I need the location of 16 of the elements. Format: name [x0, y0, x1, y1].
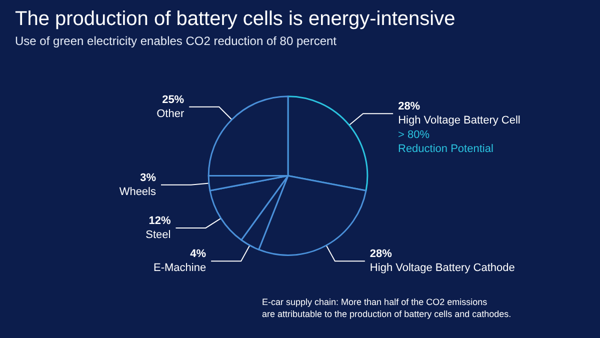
- slice-label: Wheels: [119, 186, 156, 198]
- data-label: 25%: [162, 94, 184, 106]
- data-label: 12%: [148, 214, 171, 227]
- chart-title: The production of battery cells is energy-intensive: [15, 8, 456, 30]
- data-label: 3%: [140, 172, 156, 184]
- chart-subtitle: Use of green electricity enables CO2 reduction of 80 percent: [15, 34, 338, 48]
- data-label: 28%: [398, 100, 420, 113]
- data-label: 28%: [370, 248, 392, 260]
- text: > 80% Reduction Potential: [398, 129, 494, 155]
- slice-label: Steel: [146, 228, 171, 241]
- data-label: 4%: [190, 248, 206, 260]
- slice-label: High Voltage Battery Cathode: [370, 262, 515, 274]
- slice-label: E-Machine: [153, 262, 206, 274]
- slice-label: Other: [156, 108, 184, 120]
- text: E-car supply chain: More than half of the CO2 emissions are attributable to the production of battery cells and cathodes.: [262, 297, 512, 319]
- slice-label: High Voltage Battery Cell: [398, 114, 520, 127]
